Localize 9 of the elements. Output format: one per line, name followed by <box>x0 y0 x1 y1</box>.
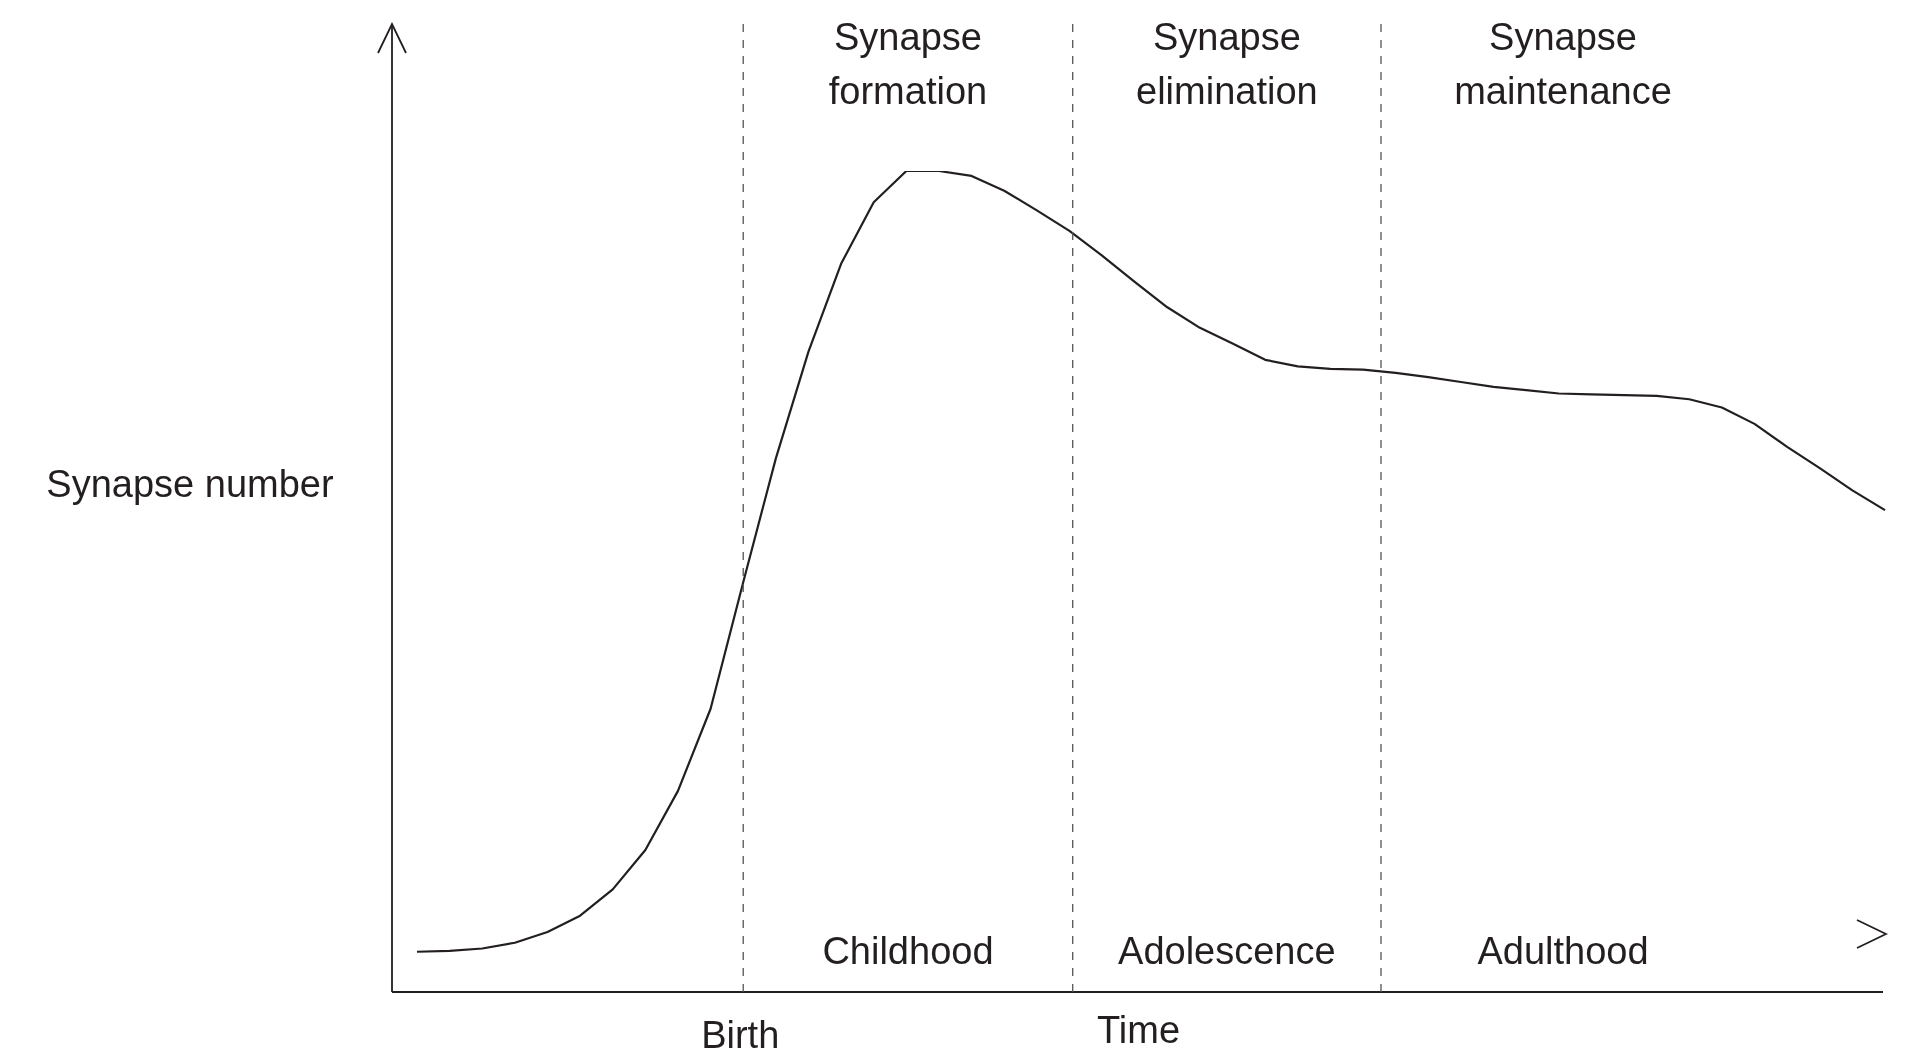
annotation: Adulthood <box>1477 930 1649 973</box>
y-axis-title: Synapse number <box>46 463 334 506</box>
x-axis-title: Time <box>1096 1009 1181 1052</box>
text: Birth <box>701 1014 780 1057</box>
text: Synapse formation <box>828 16 988 113</box>
text: Synapse maintenance <box>1454 16 1672 113</box>
text: Synapse elimination <box>1136 16 1318 113</box>
annotation: Childhood <box>822 930 994 973</box>
annotation: Adolescence <box>1118 930 1336 973</box>
